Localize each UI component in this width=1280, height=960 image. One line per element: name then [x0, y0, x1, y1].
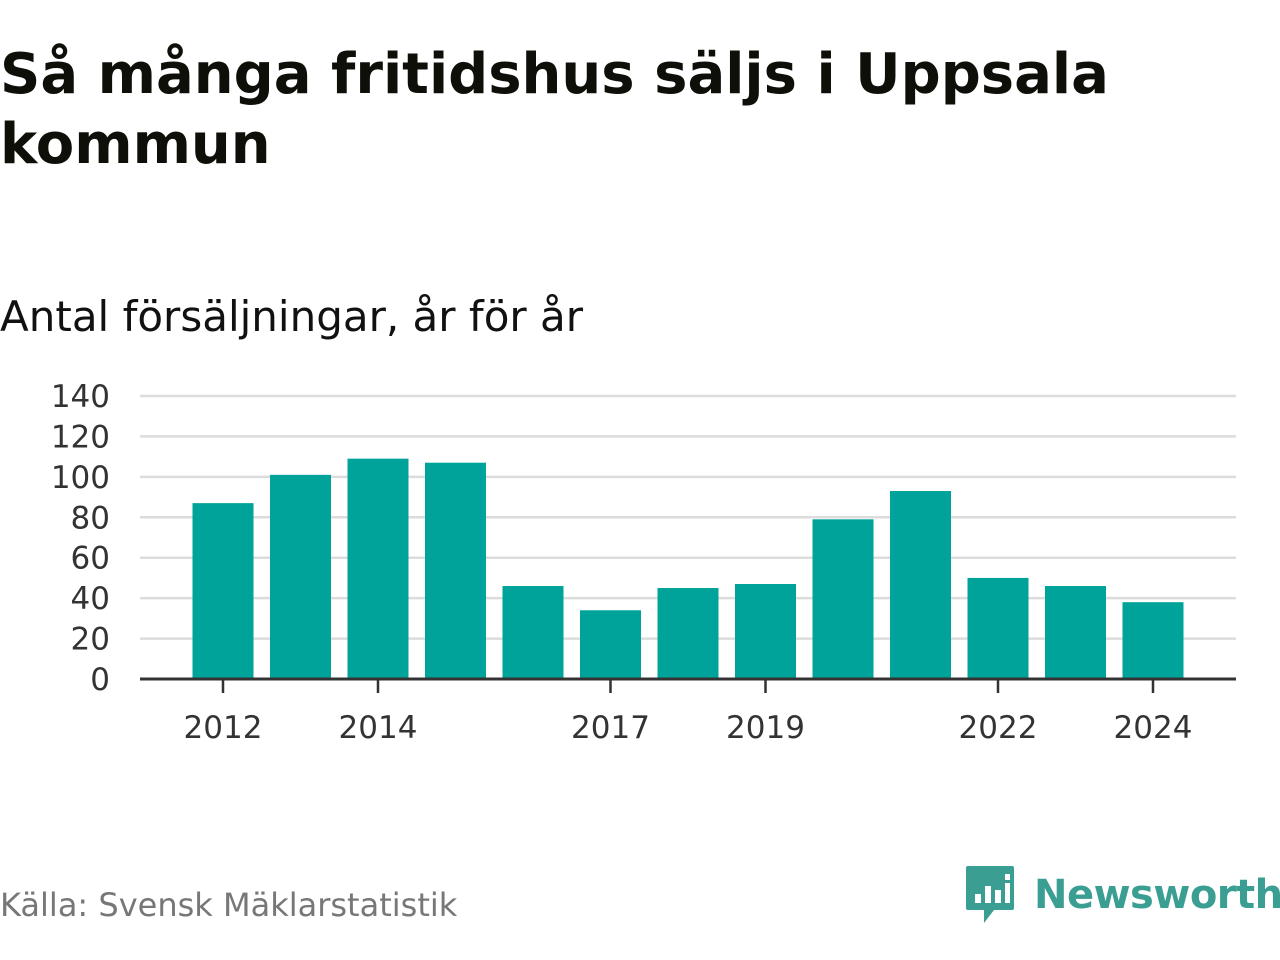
- bar-2021: [890, 491, 951, 679]
- source-note: Källa: Svensk Mäklarstatistik: [0, 886, 458, 924]
- brand-name: Newsworthy: [1034, 872, 1280, 918]
- y-tick-label-100: 100: [51, 460, 110, 496]
- x-tick-label-2022: 2022: [959, 710, 1038, 746]
- bar-2024: [1122, 602, 1184, 679]
- x-tick-label-2012: 2012: [184, 710, 263, 746]
- bar-2014: [347, 458, 409, 679]
- y-tick-label-60: 60: [71, 541, 110, 577]
- bar-2013: [270, 474, 331, 679]
- bar-2017: [580, 610, 641, 679]
- x-tick-label-2024: 2024: [1114, 710, 1193, 746]
- brand-logo: Newsworthy: [964, 864, 1280, 926]
- x-tick-label-2019: 2019: [726, 710, 805, 746]
- bar-2016: [502, 586, 564, 679]
- bar-2012: [192, 503, 254, 679]
- x-tick-label-2017: 2017: [571, 710, 650, 746]
- bar-2015: [425, 462, 486, 679]
- x-tick-label-2014: 2014: [339, 710, 418, 746]
- bar-2022: [967, 577, 1029, 679]
- chart-subtitle: Antal försäljningar, år för år: [0, 292, 584, 341]
- y-tick-label-120: 120: [51, 419, 110, 455]
- chart-title: Så många fritidshus säljs i Uppsala komm…: [0, 42, 1109, 177]
- bars: [192, 458, 1184, 679]
- bar-2023: [1045, 586, 1106, 679]
- y-tick-label-40: 40: [71, 581, 110, 617]
- y-tick-label-20: 20: [71, 622, 110, 658]
- bar-2019: [735, 583, 796, 679]
- y-axis-tick-labels: 0 20 40 60 80 100 120 140: [51, 379, 110, 698]
- bar-2018: [657, 588, 719, 679]
- y-tick-label-0: 0: [90, 662, 110, 698]
- newsworthy-logo-icon: [966, 866, 1014, 923]
- x-axis: [140, 677, 1236, 693]
- x-axis-tick-labels: 2012 2014 2017 2019 2022 2024: [184, 710, 1193, 746]
- y-tick-label-80: 80: [71, 500, 110, 536]
- bar-2020: [812, 519, 874, 679]
- y-tick-label-140: 140: [51, 379, 110, 415]
